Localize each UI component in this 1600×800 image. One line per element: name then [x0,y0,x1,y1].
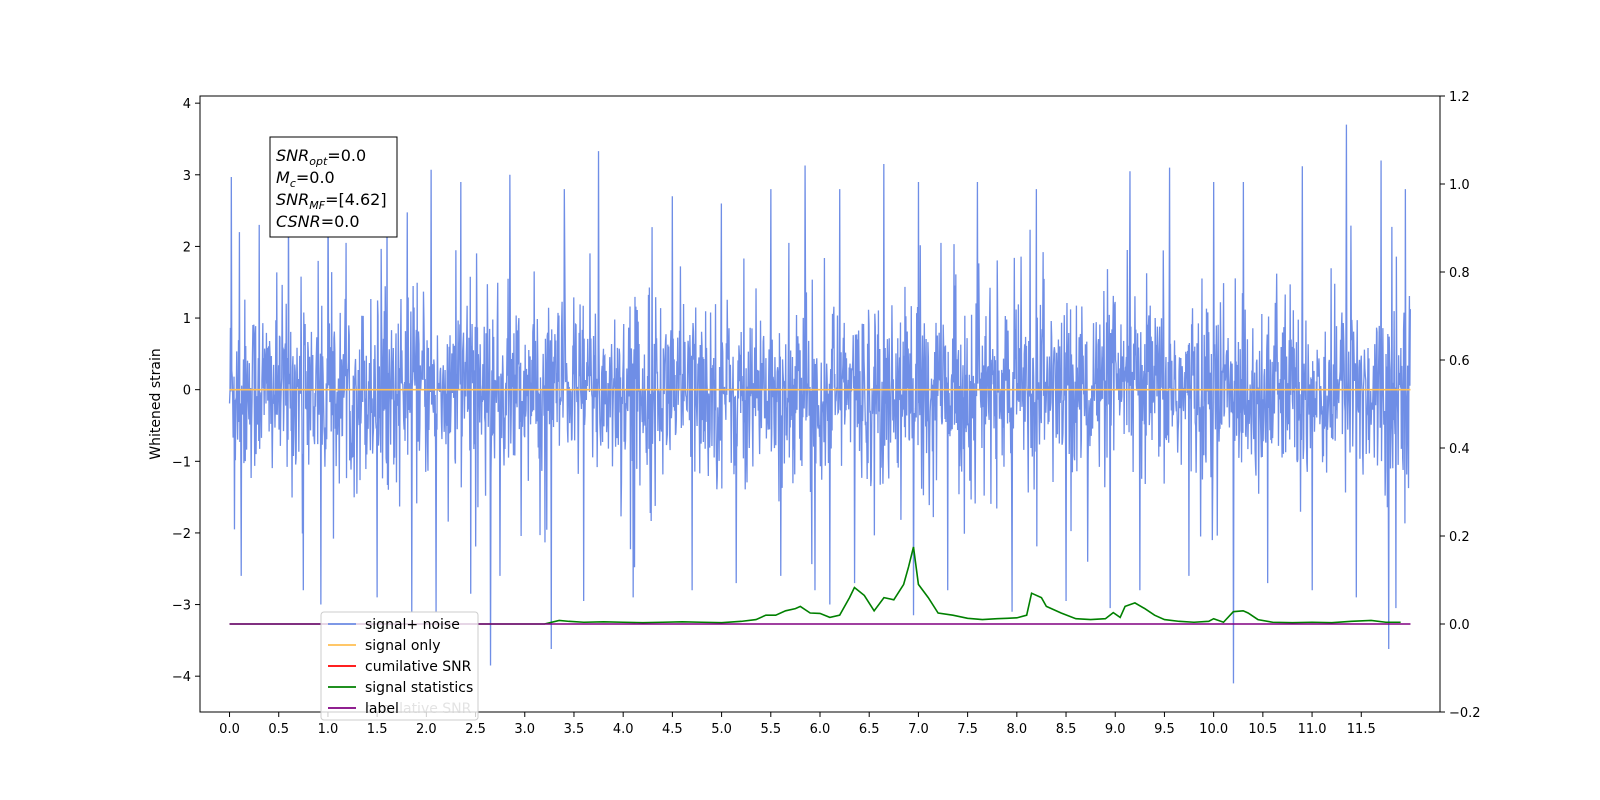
x-tick-label: 8.0 [1006,722,1027,737]
x-tick-label: 8.5 [1056,722,1077,737]
left-y-tick-label: −4 [172,670,191,685]
x-tick-label: 11.5 [1347,722,1376,737]
x-tick-label: 7.5 [957,722,978,737]
left-y-tick-label: −1 [172,455,191,470]
right-y-tick-label: 0.8 [1449,266,1470,281]
series-line-signal-noise [228,124,1411,684]
annotation-line: Mc=0.0 [276,168,335,190]
annotation-symbol: CSNR [276,212,321,231]
annotation-subscript: c [290,177,296,190]
annotation-line: CSNR=0.0 [276,212,360,231]
left-y-tick-label: 4 [183,97,191,112]
annotation-symbol: SNR [276,190,309,209]
right-y-tick-label: 1.0 [1449,178,1470,193]
right-y-tick-label: 1.2 [1449,90,1470,105]
legend-label: cumilative SNR [365,659,472,675]
x-tick-label: 3.5 [564,722,585,737]
annotation-value: =0.0 [296,168,335,187]
left-y-tick-label: 1 [183,312,191,327]
left-y-tick-label: −2 [172,527,191,542]
x-tick-label: 5.0 [711,722,732,737]
x-tick-label: 1.0 [318,722,339,737]
annotation-value: =[4.62] [325,190,387,209]
x-tick-label: 6.5 [859,722,880,737]
right-y-tick-label: −0.2 [1449,706,1481,721]
x-tick-label: 0.0 [219,722,240,737]
x-tick-label: 5.5 [760,722,781,737]
legend-label: signal statistics [365,680,473,696]
x-tick-label: 10.0 [1199,722,1228,737]
left-y-tick-label: −3 [172,599,191,614]
right-y-tick-label: 0.6 [1449,354,1470,369]
x-tick-label: 9.5 [1154,722,1175,737]
annotation-frame [269,136,398,238]
right-y-tick-label: 0.0 [1449,618,1470,633]
annotation-symbol: M [276,168,290,187]
series-line-signal-statistics [229,546,1401,625]
left-y-tick-label: 2 [183,240,191,255]
x-tick-label: 10.5 [1248,722,1277,737]
annotation-line: SNRopt=0.0 [276,146,366,168]
x-tick-label: 2.0 [416,722,437,737]
legend-ghost-label: cumilative SNR [365,701,472,717]
x-tick-label: 4.0 [613,722,634,737]
x-axis: 0.0 0.5 1.0 1.5 2.0 2.5 3.0 3.5 4.0 4.5 5.0 5.5 6.0 6… [219,712,1376,737]
left-y-tick-label: 3 [183,169,191,184]
legend-frame [320,611,479,721]
y-axis-label: Whitened strain [148,348,164,459]
x-tick-label: 6.0 [810,722,831,737]
x-tick-label: 1.5 [367,722,388,737]
legend-label: label [365,701,399,717]
annotation-value: =0.0 [327,146,366,165]
x-tick-label: 7.0 [908,722,929,737]
x-tick-label: 3.0 [514,722,535,737]
left-y-tick-label: 0 [183,384,191,399]
annotation-symbol: SNR [276,146,309,165]
legend-label: signal only [365,638,440,654]
legend-label: signal+ noise [365,617,460,633]
right-y-axis: 1.2 1.0 0.8 0.6 0.4 0.2 0.0 −0.2 [1440,90,1481,721]
legend: signal+ noise signal only cumilative SNR si… [320,611,479,721]
right-y-tick-label: 0.4 [1449,442,1470,457]
x-tick-label: 2.5 [465,722,486,737]
right-y-tick-label: 0.2 [1449,530,1470,545]
x-tick-label: 4.5 [662,722,683,737]
left-y-axis: 4 3 2 1 0 −1 −2 −3 −4 [172,97,200,685]
annotation-line: SNRMF=[4.62] [276,190,387,212]
x-tick-label: 0.5 [268,722,289,737]
annotation-value: =0.0 [321,212,360,231]
x-tick-label: 11.0 [1298,722,1327,737]
annotation-subscript: opt [309,155,328,168]
x-tick-label: 9.0 [1105,722,1126,737]
annotation-subscript: MF [309,199,325,212]
